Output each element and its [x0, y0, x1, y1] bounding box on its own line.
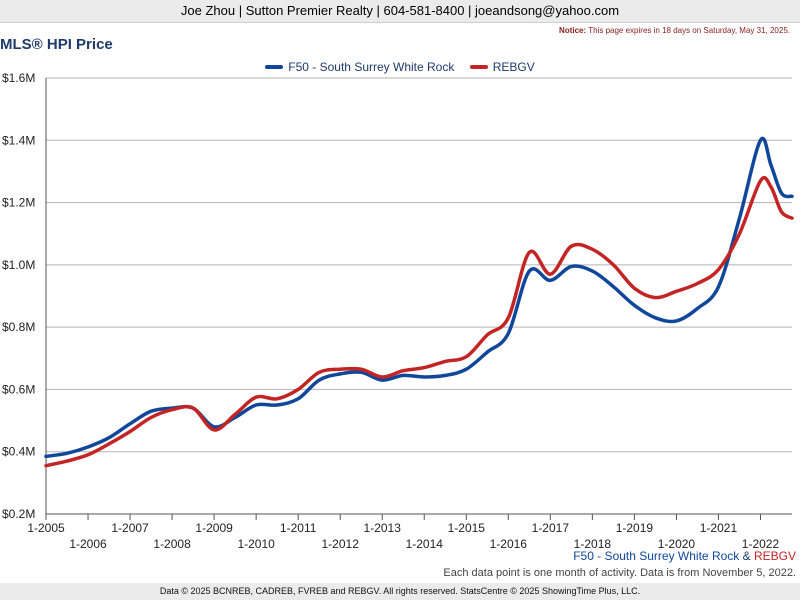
y-tick-label: $1.0M: [2, 258, 35, 272]
x-tick-label: 1-2016: [490, 537, 528, 551]
x-tick-label: 1-2017: [532, 521, 570, 535]
y-tick-label: $1.6M: [2, 71, 35, 85]
legend-item-red[interactable]: REBGV: [469, 60, 535, 74]
x-tick-label: 1-2012: [322, 537, 360, 551]
x-tick-label: 1-2020: [658, 537, 696, 551]
x-tick-label: 1-2009: [195, 521, 233, 535]
series-line-rebgv: [44, 175, 794, 468]
x-tick-label: 1-2022: [742, 537, 780, 551]
legend-label-blue: F50 - South Surrey White Rock: [288, 60, 455, 74]
x-tick-label: 1-2005: [27, 521, 65, 535]
axes: [45, 78, 792, 520]
contact-info: Joe Zhou | Sutton Premier Realty | 604-5…: [180, 3, 620, 18]
data-note: Each data point is one month of activity…: [443, 567, 796, 579]
x-tick-label: 1-2013: [364, 521, 402, 535]
series-lines: [44, 136, 794, 468]
grid-lines: [46, 77, 792, 515]
x-tick-label: 1-2019: [616, 521, 654, 535]
x-tick-label: 1-2006: [69, 537, 107, 551]
y-tick-label: $1.2M: [2, 196, 35, 210]
legend-swatch-blue: [265, 65, 284, 69]
tick-labels: $0.2M $0.4M $0.6M $0.8M $1.0M $1.2M $1.4M $1.6M…: [2, 71, 779, 551]
x-tick-label: 1-2014: [406, 537, 444, 551]
legend-label-red: REBGV: [492, 60, 535, 74]
caption-series-red: REBGV: [753, 549, 796, 563]
x-tick-label: 1-2021: [700, 521, 738, 535]
legend-swatch-red: [469, 65, 488, 69]
x-tick-label: 1-2010: [237, 537, 275, 551]
y-tick-label: $0.8M: [2, 320, 35, 334]
series-caption: F50 - South Surrey White Rock & REBGV: [573, 549, 796, 563]
y-tick-label: $0.2M: [2, 507, 35, 521]
x-tick-label: 1-2008: [153, 537, 191, 551]
legend-item-blue[interactable]: F50 - South Surrey White Rock: [265, 60, 454, 74]
chart-legend: F50 - South Surrey White Rock REBGV: [0, 58, 800, 74]
y-tick-label: $0.4M: [2, 445, 35, 459]
caption-series-blue: F50 - South Surrey White Rock: [573, 549, 740, 563]
header-contact-bar: Joe Zhou | Sutton Premier Realty | 604-5…: [0, 0, 800, 23]
x-tick-label: 1-2011: [280, 521, 317, 535]
x-tick-label: 1-2018: [574, 537, 612, 551]
notice-text: This page expires in 18 days on Saturday…: [588, 26, 790, 35]
expiry-notice: Notice: This page expires in 18 days on …: [559, 26, 790, 35]
copyright-footer: Data © 2025 BCNREB, CADREB, FVREB and RE…: [0, 583, 800, 600]
notice-label: Notice:: [559, 26, 587, 35]
series-line-south-surrey: [44, 136, 794, 459]
y-tick-label: $1.4M: [2, 133, 35, 147]
x-tick-label: 1-2007: [111, 521, 149, 535]
copyright-text: Data © 2025 BCNREB, CADREB, FVREB and RE…: [159, 586, 641, 596]
chart-title: MLS® HPI Price: [0, 36, 113, 53]
y-tick-label: $0.6M: [2, 382, 35, 396]
caption-ampersand: &: [742, 549, 751, 563]
x-tick-label: 1-2015: [448, 521, 486, 535]
